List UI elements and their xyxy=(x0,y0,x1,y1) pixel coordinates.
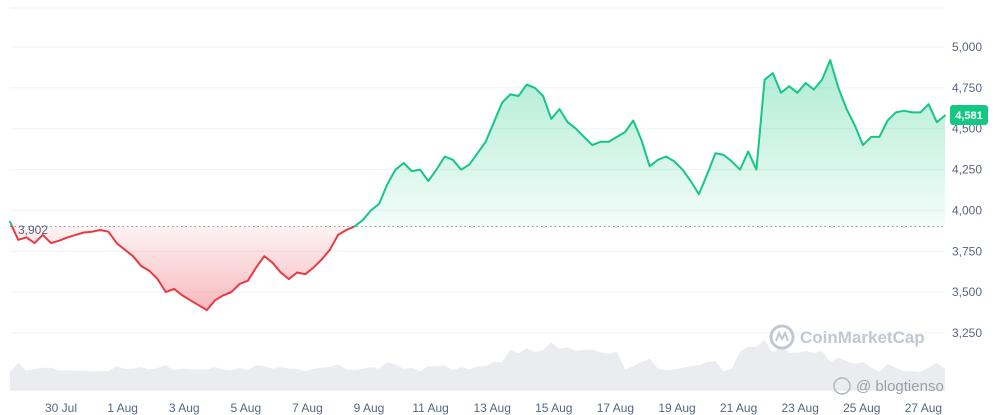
price-line xyxy=(9,59,946,312)
volume-area xyxy=(10,340,945,390)
y-tick-label: 4,500 xyxy=(952,122,982,136)
x-tick-label: 27 Aug xyxy=(905,401,942,415)
x-tick-label: 11 Aug xyxy=(412,401,448,415)
coinmarketcap-logo-icon xyxy=(769,324,795,350)
y-tick-label: 5,000 xyxy=(952,40,982,54)
x-tick-label: 1 Aug xyxy=(107,401,138,415)
blogtienso-overlay: @ blogtienso xyxy=(856,378,944,395)
x-tick-label: 21 Aug xyxy=(720,401,757,415)
y-axis: 5,000 4,750 4,500 4,250 4,000 3,750 3,500 3,250 xyxy=(952,40,982,340)
baseline-value-label: 3,902 xyxy=(18,223,48,237)
volume-shape xyxy=(10,340,945,390)
y-tick-label: 4,750 xyxy=(952,81,982,95)
y-tick-label: 4,250 xyxy=(952,163,982,177)
up-line-segment xyxy=(353,59,946,228)
coinmarketcap-brand: CoinMarketCap xyxy=(800,328,925,347)
x-tick-label: 9 Aug xyxy=(354,401,385,415)
x-tick-label: 3 Aug xyxy=(169,401,200,415)
y-tick-label: 4,000 xyxy=(952,203,982,217)
current-price-badge: 4,581 xyxy=(950,105,988,125)
down-area xyxy=(12,226,355,311)
y-tick-label: 3,750 xyxy=(952,244,982,258)
x-tick-label: 19 Aug xyxy=(658,401,695,415)
x-axis: 30 Jul 1 Aug 3 Aug 5 Aug 7 Aug 9 Aug 11 Aug 13 … xyxy=(45,401,942,415)
down-line-segment xyxy=(11,225,356,312)
current-price-label: 4,581 xyxy=(955,110,983,122)
x-tick-label: 13 Aug xyxy=(474,401,511,415)
x-tick-label: 17 Aug xyxy=(597,401,634,415)
x-tick-label: 15 Aug xyxy=(535,401,572,415)
up-area xyxy=(354,60,945,227)
x-tick-label: 30 Jul xyxy=(45,401,77,415)
x-tick-label: 5 Aug xyxy=(230,401,261,415)
blogtienso-watermark: @ blogtienso xyxy=(833,377,944,395)
coinmarketcap-watermark: CoinMarketCap xyxy=(769,324,925,350)
y-tick-label: 3,250 xyxy=(952,326,982,340)
x-tick-label: 23 Aug xyxy=(782,401,819,415)
x-tick-label: 25 Aug xyxy=(843,401,880,415)
x-tick-label: 7 Aug xyxy=(292,401,323,415)
y-tick-label: 3,500 xyxy=(952,285,982,299)
